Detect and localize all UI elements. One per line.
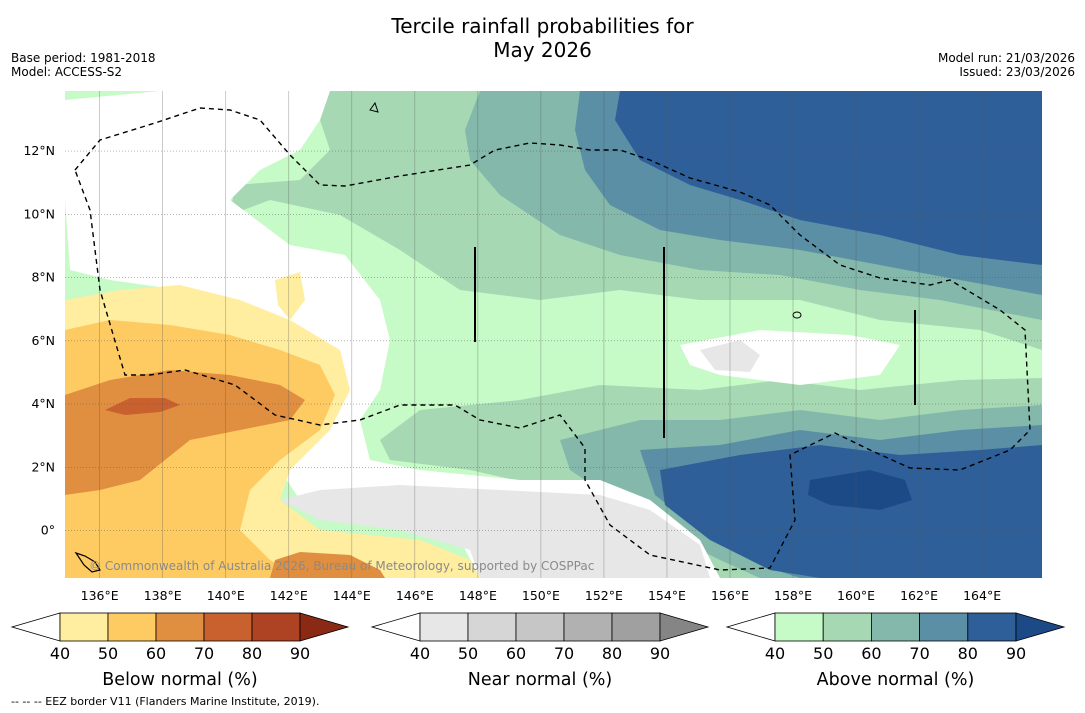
colorbar-max-extension: [299, 612, 350, 642]
lon-tick-label: 162°E: [900, 588, 938, 603]
colorbar-label: Below normal (%): [102, 670, 257, 690]
colorbar-tick-label: 50: [458, 644, 478, 663]
colorbar-tick-label: 70: [554, 644, 574, 663]
lat-tick-label: 6°N: [31, 333, 55, 348]
colorbar-tick-label: 80: [958, 644, 978, 663]
field-above-90: [808, 470, 912, 510]
footnote: -- -- -- EEZ border V11 (Flanders Marine…: [11, 695, 320, 708]
colorbar-segment: [515, 612, 565, 642]
colorbar-tick-label: 60: [861, 644, 881, 663]
field-below-60-south: [270, 552, 385, 578]
colorbar-tick-label: 40: [410, 644, 430, 663]
lat-tick-label: 0°: [41, 523, 55, 538]
lat-tick-label: 8°N: [31, 270, 55, 285]
lon-tick-label: 148°E: [459, 588, 497, 603]
colorbar-min-extension: [725, 612, 776, 642]
lon-tick-label: 160°E: [837, 588, 875, 603]
lon-tick-label: 156°E: [711, 588, 749, 603]
title-line-2: May 2026: [493, 38, 592, 62]
colorbar-segment: [107, 612, 157, 642]
colorbar-tick-label: 70: [909, 644, 929, 663]
colorbar-tick-label: 70: [194, 644, 214, 663]
lon-tick-label: 136°E: [81, 588, 119, 603]
model-run: Model run: 21/03/2026: [937, 51, 1075, 65]
colorbar-segment: [251, 612, 301, 642]
colorbar-1: 40 50 60 70 80 90 Near normal (%): [370, 612, 710, 690]
map-area: © Commonwealth of Australia 2026, Bureau…: [65, 91, 1042, 578]
island-outline-2: [792, 311, 802, 319]
colorbar-tick-label: 80: [602, 644, 622, 663]
island-outline: [369, 101, 379, 113]
colorbar-tick-label: 90: [1006, 644, 1026, 663]
lon-tick-label: 140°E: [207, 588, 245, 603]
latitude-labels: 12°N 10°N 8°N 6°N 4°N 2°N 0°: [23, 143, 55, 537]
colorbar-tick-label: 60: [506, 644, 526, 663]
island-outline-3: [74, 551, 101, 573]
lon-tick-label: 154°E: [648, 588, 686, 603]
field-near-40: [65, 91, 720, 578]
colorbar-segment: [563, 612, 613, 642]
colorbars: 40 50 60 70 80 90 Below normal (%) 40 50 60 70 80 90…: [10, 612, 1066, 690]
colorbar-segment: [155, 612, 205, 642]
colorbar-label: Above normal (%): [817, 670, 975, 690]
colorbar-segment: [467, 612, 517, 642]
model-name: Model: ACCESS-S2: [11, 65, 123, 79]
colorbar-segment: [774, 612, 824, 642]
colorbar-segment: [59, 612, 109, 642]
longitude-labels: 136°E 138°E 140°E 142°E 144°E 146°E 148°E 150°E…: [81, 588, 1002, 603]
issued-date: Issued: 23/03/2026: [959, 65, 1075, 79]
base-period: Base period: 1981-2018: [11, 51, 156, 65]
colorbar-tick-label: 40: [50, 644, 70, 663]
meta-left: Base period: 1981-2018 Model: ACCESS-S2: [11, 51, 156, 79]
field-below-40-patch: [275, 272, 305, 320]
lon-tick-label: 164°E: [963, 588, 1001, 603]
colorbar-segment: [919, 612, 969, 642]
colorbar-tick-label: 80: [242, 644, 262, 663]
colorbar-tick-label: 50: [813, 644, 833, 663]
field-above-80-south: [660, 445, 1042, 578]
chart-title: Tercile rainfall probabilities for May 2…: [0, 14, 1085, 62]
colorbar-max-extension: [659, 612, 710, 642]
colorbar-label: Near normal (%): [468, 670, 613, 690]
colorbar-tick-label: 50: [98, 644, 118, 663]
meta-right: Model run: 21/03/2026 Issued: 23/03/2026: [938, 51, 1075, 79]
lon-tick-label: 138°E: [144, 588, 182, 603]
colorbar-2: 40 50 60 70 80 90 Above normal (%): [725, 612, 1066, 690]
lon-tick-label: 144°E: [333, 588, 371, 603]
lat-tick-label: 2°N: [31, 459, 55, 474]
colorbar-0: 40 50 60 70 80 90 Below normal (%): [10, 612, 350, 690]
colorbar-segment: [871, 612, 921, 642]
lat-tick-label: 12°N: [23, 143, 55, 158]
lon-tick-label: 152°E: [585, 588, 623, 603]
field-above-80-north: [615, 91, 1042, 265]
colorbar-segment: [419, 612, 469, 642]
colorbar-min-extension: [370, 612, 421, 642]
colorbar-max-extension: [1015, 612, 1066, 642]
field-below-70: [105, 398, 180, 415]
colorbar-segment: [203, 612, 253, 642]
copyright-text: © Commonwealth of Australia 2026, Bureau…: [89, 559, 594, 573]
lat-tick-label: 4°N: [31, 396, 55, 411]
lon-tick-label: 150°E: [522, 588, 560, 603]
lon-tick-label: 142°E: [270, 588, 308, 603]
colorbar-segment: [967, 612, 1017, 642]
colorbar-tick-label: 60: [146, 644, 166, 663]
colorbar-segment: [611, 612, 661, 642]
colorbar-tick-label: 40: [765, 644, 785, 663]
lon-tick-label: 158°E: [774, 588, 812, 603]
field-near-50: [280, 485, 710, 578]
colorbar-tick-label: 90: [290, 644, 310, 663]
colorbar-min-extension: [10, 612, 61, 642]
colorbar-segment: [822, 612, 872, 642]
title-line-1: Tercile rainfall probabilities for: [391, 14, 694, 38]
lat-tick-label: 10°N: [23, 206, 55, 221]
eez-border: [74, 107, 1031, 571]
gridlines: [65, 91, 1042, 578]
colorbar-tick-label: 90: [650, 644, 670, 663]
lon-tick-label: 146°E: [396, 588, 434, 603]
